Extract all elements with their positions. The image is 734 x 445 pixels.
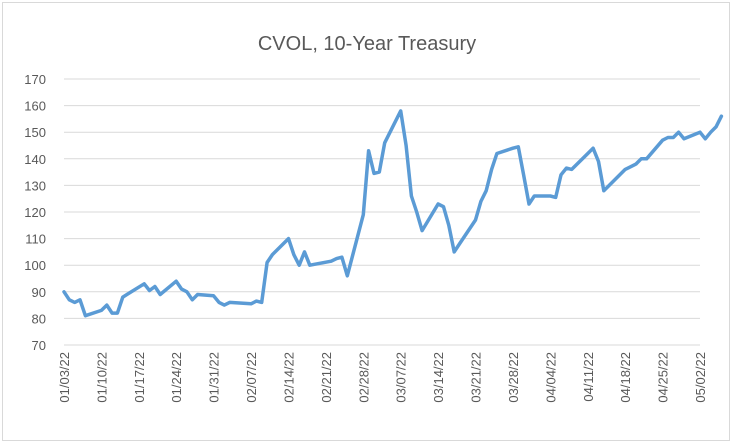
x-tick-label: 01/31/22 bbox=[207, 352, 222, 403]
series-layer bbox=[62, 109, 724, 318]
chart-title: CVOL, 10-Year Treasury bbox=[258, 33, 476, 55]
x-tick-label: 04/11/22 bbox=[581, 352, 596, 402]
x-tick-label: 03/07/22 bbox=[394, 352, 409, 403]
x-axis-ticks: 01/03/22 01/10/22 01/17/22 01/24/22 01/31/22… bbox=[57, 352, 708, 403]
x-tick-label: 05/02/22 bbox=[693, 352, 708, 403]
y-tick-label: 70 bbox=[32, 338, 46, 353]
y-tick-label: 90 bbox=[32, 285, 46, 300]
x-tick-label: 02/14/22 bbox=[281, 352, 296, 403]
x-tick-label: 04/04/22 bbox=[543, 352, 558, 403]
y-tick-label: 150 bbox=[24, 125, 46, 140]
x-tick-label: 01/03/22 bbox=[57, 352, 72, 403]
y-tick-label: 160 bbox=[24, 99, 46, 114]
y-tick-label: 130 bbox=[24, 178, 46, 193]
series-line-0 bbox=[62, 109, 724, 318]
x-tick-label: 03/14/22 bbox=[431, 352, 446, 403]
x-tick-label: 04/18/22 bbox=[618, 352, 633, 403]
chart-frame bbox=[2, 2, 730, 441]
y-axis-ticks: 70 80 90 100 110 120 130 140 150 160 170 bbox=[24, 72, 46, 353]
x-tick-label: 02/28/22 bbox=[356, 352, 371, 403]
y-tick-label: 80 bbox=[32, 311, 46, 326]
y-tick-label: 100 bbox=[24, 258, 46, 273]
y-tick-label: 110 bbox=[25, 232, 46, 247]
x-tick-label: 03/21/22 bbox=[469, 352, 484, 403]
y-tick-label: 140 bbox=[24, 152, 46, 167]
y-tick-label: 120 bbox=[24, 205, 46, 220]
x-tick-label: 04/25/22 bbox=[656, 352, 671, 403]
x-tick-label: 02/21/22 bbox=[319, 352, 334, 403]
x-tick-label: 01/24/22 bbox=[169, 352, 184, 403]
gridlines bbox=[64, 78, 700, 346]
y-tick-label: 170 bbox=[24, 72, 46, 87]
x-tick-label: 01/10/22 bbox=[94, 352, 109, 403]
x-tick-label: 01/17/22 bbox=[132, 352, 147, 403]
x-tick-label: 02/07/22 bbox=[244, 352, 259, 403]
x-tick-label: 03/28/22 bbox=[506, 352, 521, 403]
